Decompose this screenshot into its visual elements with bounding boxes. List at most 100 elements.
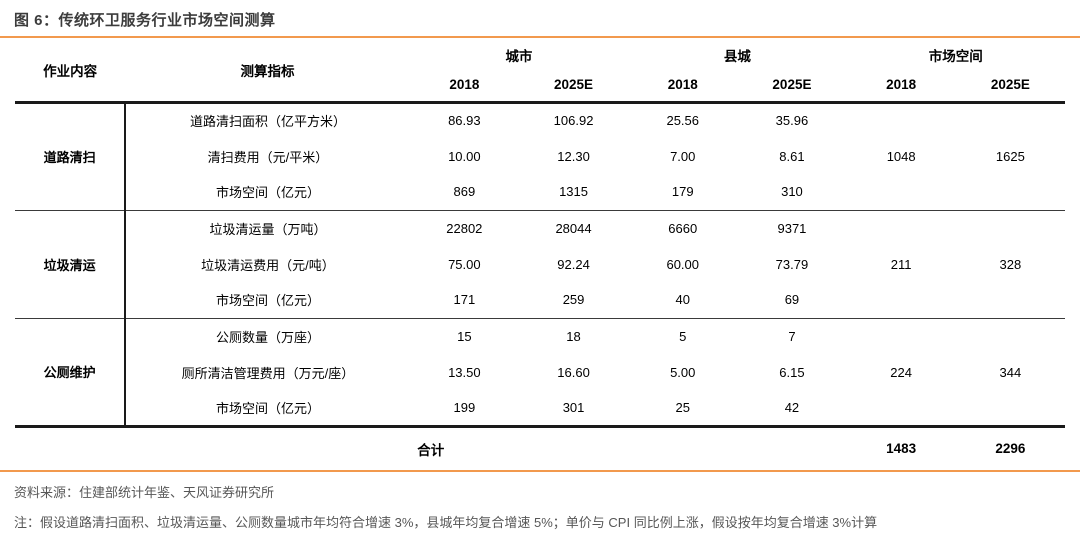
cell-indicator: 垃圾清运量（万吨） (209, 221, 327, 237)
table-body: 道路清扫 道路清扫面积（亿平方米） 86.93 106.92 25.56 35.… (15, 102, 1065, 426)
empty-cell (846, 282, 956, 319)
total-market-2018: 1483 (886, 441, 917, 457)
empty-cell (955, 174, 1065, 211)
cell-value: 86.93 (448, 113, 481, 129)
section-name-garbage-removal: 垃圾清运 (15, 210, 127, 319)
cell-value: 18 (566, 328, 581, 344)
cell-value: 179 (628, 174, 738, 211)
cell-value: 10.00 (448, 148, 481, 164)
table-row: 垃圾清运费用（元/吨） 75.00 92.24 60.00 73.79 211 … (15, 246, 1065, 282)
table-row: 厕所清洁管理费用（万元/座） 13.50 16.60 5.00 6.15 224… (15, 354, 1065, 390)
cell-indicator: 垃圾清运费用（元/吨） (201, 257, 335, 273)
cell-market-value: 211 (890, 256, 912, 272)
section-name-toilet-maintenance: 公厕维护 (15, 318, 127, 426)
assumption-note: 注：假设道路清扫面积、垃圾清运量、公厕数量城市年均符合增速 3%，县城年均复合增… (14, 515, 878, 530)
figure-title: 图 6：传统环卫服务行业市场空间测算 (14, 12, 276, 29)
cell-market-value: 344 (999, 364, 1022, 380)
cell-indicator: 公厕数量（万座） (215, 329, 320, 345)
cell-value: 16.60 (557, 364, 590, 380)
col-group-county: 县城 (723, 48, 751, 64)
cell-value: 869 (409, 174, 519, 211)
empty-cell (956, 102, 1065, 138)
cell-value: 106.92 (553, 113, 594, 129)
cell-value: 7.00 (670, 148, 696, 164)
col-header-county-2025e: 2025E (772, 77, 812, 93)
cell-value: 310 (737, 174, 847, 211)
orange-divider-bottom (0, 470, 1080, 472)
cell-value: 69 (737, 282, 847, 319)
cell-value: 75.00 (448, 256, 481, 272)
col-header-county-2018: 2018 (667, 77, 698, 93)
section-name-road-cleaning: 道路清扫 (15, 102, 127, 211)
cell-value: 12.30 (557, 148, 590, 164)
cell-indicator: 市场空间（亿元） (125, 174, 410, 211)
header-row-years: 2018 2025E 2018 2025E 2018 2025E (15, 69, 1065, 102)
cell-market-value: 224 (890, 364, 912, 380)
col-group-city: 城市 (505, 48, 533, 64)
cell-value: 6660 (668, 220, 698, 236)
cell-value: 1315 (518, 174, 629, 211)
market-estimation-table: 作业内容 测算指标 城市 县城 市场空间 2018 2025E 2018 202… (15, 40, 1065, 470)
cell-value: 13.50 (448, 364, 481, 380)
orange-divider-top (0, 36, 1080, 38)
col-header-work-content: 作业内容 (43, 64, 98, 80)
empty-cell (847, 210, 956, 246)
source-note: 资料来源：住建部统计年鉴、天风证券研究所 (14, 485, 275, 500)
table-row: 公厕维护 公厕数量（万座） 15 18 5 7 (15, 318, 1065, 426)
empty-cell (956, 390, 1065, 426)
cell-indicator: 厕所清洁管理费用（万元/座） (181, 365, 355, 381)
col-group-market-space: 市场空间 (928, 48, 983, 64)
empty-cell (955, 282, 1065, 319)
cell-value: 15 (457, 328, 472, 344)
total-label: 合计 (417, 442, 445, 458)
col-header-city-2018: 2018 (449, 77, 480, 93)
empty-cell (847, 390, 956, 426)
table-row: 市场空间（亿元） 199 301 25 42 (15, 390, 1065, 426)
cell-value: 8.61 (779, 148, 805, 164)
cell-value: 60.00 (666, 256, 700, 272)
cell-value: 22802 (446, 220, 483, 236)
table-row: 道路清扫 道路清扫面积（亿平方米） 86.93 106.92 25.56 35.… (15, 102, 1065, 211)
cell-value: 171 (409, 282, 519, 319)
table-row: 垃圾清运 垃圾清运量（万吨） 22802 28044 6660 9371 (15, 210, 1065, 319)
empty-cell (847, 102, 956, 138)
footer: 资料来源：住建部统计年鉴、天风证券研究所 注：假设道路清扫面积、垃圾清运量、公厕… (0, 472, 1080, 531)
table-total-section: 合计 1483 2296 (15, 426, 1065, 470)
cell-value: 5 (679, 328, 687, 344)
total-market-2025e: 2296 (995, 441, 1026, 457)
empty-cell (956, 318, 1065, 354)
cell-value: 9371 (777, 220, 807, 236)
empty-cell (956, 210, 1065, 246)
cell-value: 92.24 (557, 256, 590, 272)
cell-value: 42 (784, 399, 800, 415)
table-row: 清扫费用（元/平米） 10.00 12.30 7.00 8.61 1048 16… (15, 138, 1065, 174)
cell-value: 25 (675, 399, 690, 415)
cell-market-value: 328 (999, 256, 1022, 272)
cell-indicator: 道路清扫面积（亿平方米） (189, 114, 346, 130)
cell-indicator: 市场空间（亿元） (215, 400, 320, 416)
col-header-indicator: 测算指标 (240, 64, 295, 80)
col-header-market-2018: 2018 (886, 77, 917, 93)
col-header-city-2025e: 2025E (554, 77, 594, 93)
cell-value: 25.56 (666, 113, 700, 129)
cell-value: 301 (562, 399, 585, 415)
empty-cell (847, 318, 956, 354)
cell-value: 7 (788, 328, 796, 344)
table-row: 市场空间（亿元） 171 259 40 69 (15, 282, 1065, 319)
empty-cell (846, 174, 956, 211)
header-row-groups: 作业内容 测算指标 城市 县城 市场空间 (15, 40, 1065, 80)
cell-value: 259 (518, 282, 629, 319)
cell-indicator: 市场空间（亿元） (125, 282, 410, 319)
cell-value: 199 (453, 399, 476, 415)
col-header-market-2025e: 2025E (990, 77, 1030, 93)
cell-market-value: 1625 (995, 148, 1025, 164)
cell-value: 35.96 (775, 113, 809, 129)
cell-value: 6.15 (779, 364, 805, 380)
total-row: 合计 1483 2296 (15, 426, 1065, 470)
cell-value: 40 (628, 282, 738, 319)
cell-market-value: 1048 (886, 148, 916, 164)
cell-value: 73.79 (775, 256, 809, 272)
cell-value: 5.00 (670, 364, 696, 380)
table-header: 作业内容 测算指标 城市 县城 市场空间 2018 2025E 2018 202… (15, 40, 1065, 102)
